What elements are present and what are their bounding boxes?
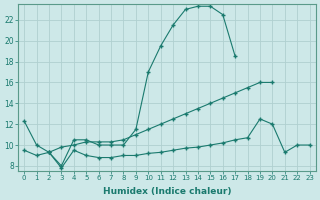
X-axis label: Humidex (Indice chaleur): Humidex (Indice chaleur) <box>103 187 231 196</box>
